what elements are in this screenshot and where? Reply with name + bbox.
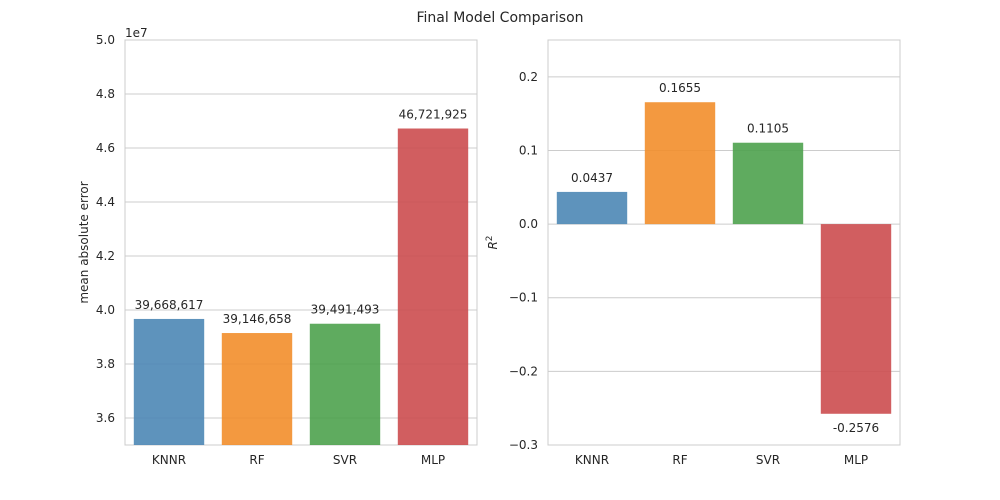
axes-frame (547, 39, 901, 446)
y-tick-label: −0.2 (509, 364, 538, 378)
y-tick-label: 0.0 (519, 217, 538, 231)
y-tick-label: 3.6 (96, 411, 115, 425)
y-tick-label: 3.8 (96, 357, 115, 371)
y-axis-label: mean absolute error (77, 181, 91, 303)
bar-rf (644, 102, 716, 225)
x-tick-label: MLP (421, 453, 445, 467)
axes-frame (124, 39, 478, 446)
bar-value-label: 0.1105 (747, 122, 789, 136)
x-tick-label: RF (249, 453, 264, 467)
bar-knnr (556, 191, 628, 225)
y-tick-label: −0.1 (509, 291, 538, 305)
bar-svr (309, 323, 381, 445)
bar-knnr (133, 318, 205, 445)
y-axis-label-main: R (486, 241, 500, 249)
y-tick-label: 4.6 (96, 141, 115, 155)
bar-value-label: 0.1655 (659, 81, 701, 95)
y-tick-label: 4.2 (96, 249, 115, 263)
mae-chart-panel: 3.6 3.8 4.0 4.2 4.4 4.6 4.8 5.0 39,668,617 KNNR 39… (77, 26, 478, 467)
bar-value-label: 46,721,925 (399, 108, 468, 122)
x-tick-label: KNNR (575, 453, 609, 467)
x-tick-label: KNNR (152, 453, 186, 467)
x-tick-label: SVR (756, 453, 780, 467)
y-tick-label: 0.1 (519, 143, 538, 157)
y-tick-label: 5.0 (96, 33, 115, 47)
x-tick-label: RF (672, 453, 687, 467)
y-tick-label: 4.0 (96, 303, 115, 317)
figure-title: Final Model Comparison (416, 10, 583, 26)
x-tick-label: MLP (844, 453, 868, 467)
y-offset-label: 1e7 (125, 26, 148, 40)
bar-mlp (820, 224, 892, 414)
y-tick-label: 4.4 (96, 195, 115, 209)
y-axis-label: R2 (485, 235, 500, 249)
bar-svr (732, 142, 804, 225)
bar-value-label: -0.2576 (833, 421, 879, 435)
y-tick-label: −0.3 (509, 438, 538, 452)
y-tick-label: 0.2 (519, 70, 538, 84)
bar-rf (221, 333, 293, 445)
bar-value-label: 0.0437 (571, 171, 613, 185)
bar-value-label: 39,668,617 (135, 298, 204, 312)
bar-value-label: 39,146,658 (223, 312, 292, 326)
y-tick-label: 4.8 (96, 87, 115, 101)
y-axis-label-superscript: 2 (485, 235, 495, 241)
bar-mlp (397, 128, 469, 445)
r2-chart-panel: −0.3 −0.2 −0.1 0.0 0.1 0.2 0.0437 KNNR 0.1655 RF 0… (485, 39, 901, 467)
x-tick-label: SVR (333, 453, 357, 467)
bar-value-label: 39,491,493 (311, 303, 380, 317)
